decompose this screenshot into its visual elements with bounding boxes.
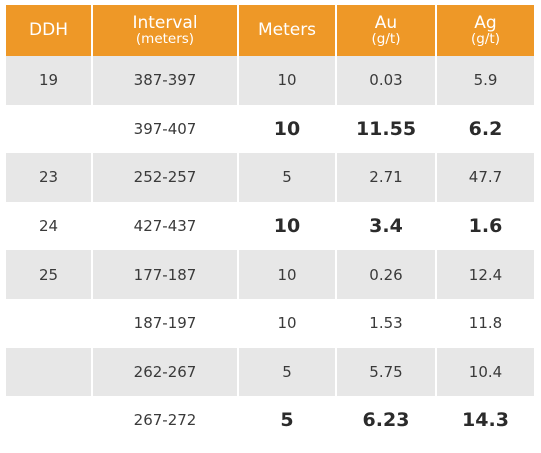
cell-ag: 14.3 [462,409,509,432]
cell-au: 3.4 [337,201,437,251]
cell-interval: 387-397 [93,56,239,105]
cell-meters: 10 [239,298,337,348]
cell-interval: 177-187 [93,250,239,299]
header-ag-label: Ag [474,12,497,33]
cell-au: 2.71 [337,153,437,202]
cell-interval: 252-257 [93,153,239,202]
cell-ddh [6,396,93,445]
cell-au: 1.53 [337,298,437,348]
cell-interval: 397-407 [93,104,239,154]
header-ddh: DDH [6,5,93,56]
table-row: 187-197 10 1.53 11.8 [6,298,534,348]
cell-ddh [6,347,93,397]
table-row: 267-272 5 6.23 14.3 [6,396,534,445]
table-row: 25 177-187 10 0.26 12.4 [6,250,534,299]
table-row: 397-407 10 11.55 6.2 [6,104,534,154]
cell-au: 11.55 [337,104,437,154]
header-ddh-label: DDH [29,20,68,40]
header-au-label: Au [374,12,398,33]
cell-interval: 267-272 [93,396,239,445]
cell-ddh: 25 [6,250,93,299]
cell-ddh [6,298,93,348]
header-interval: Interval (meters) [93,5,239,56]
header-interval-unit: (meters) [135,30,195,47]
cell-au: 5.75 [337,347,437,397]
cell-ddh [6,104,93,154]
cell-ag: 10.4 [468,362,503,381]
cell-interval: 427-437 [93,201,239,251]
header-au-unit: (g/t) [371,30,401,47]
cell-meters: 10 [239,104,337,154]
cell-ag: 12.4 [468,265,503,284]
cell-ag: 6.2 [468,117,503,140]
cell-interval: 187-197 [93,298,239,348]
cell-meters: 10 [239,250,337,299]
cell-ddh: 19 [6,56,93,105]
cell-au: 0.26 [337,250,437,299]
cell-au: 6.23 [337,396,437,445]
cell-ddh: 23 [6,153,93,202]
table-row: 19 387-397 10 0.03 5.9 [6,56,534,105]
cell-interval: 262-267 [93,347,239,397]
cell-ag: 11.8 [468,314,503,333]
header-meters-label: Meters [257,20,317,40]
table-row: 23 252-257 5 2.71 47.7 [6,153,534,202]
header-interval-label: Interval [132,12,198,33]
cell-au: 0.03 [337,56,437,105]
cell-meters: 5 [239,347,337,397]
cell-meters: 10 [239,201,337,251]
header-meters: Meters [239,5,337,56]
assay-results-table: DDH Interval (meters) Meters Au (g/t) Ag… [6,5,534,445]
cell-meters: 5 [239,153,337,202]
cell-ag: 5.9 [473,71,498,90]
table-row: 24 427-437 10 3.4 1.6 [6,201,534,251]
header-ag-unit: (g/t) [471,30,500,47]
table-row: 262-267 5 5.75 10.4 [6,347,534,397]
cell-meters: 10 [239,56,337,105]
cell-ddh: 24 [6,201,93,251]
cell-ag: 1.6 [468,215,503,238]
table-header-row: DDH Interval (meters) Meters Au (g/t) Ag… [6,5,534,56]
header-ag: Ag (g/t) [437,5,534,56]
cell-ag: 47.7 [468,168,503,187]
cell-meters: 5 [239,396,337,445]
header-au: Au (g/t) [337,5,437,56]
